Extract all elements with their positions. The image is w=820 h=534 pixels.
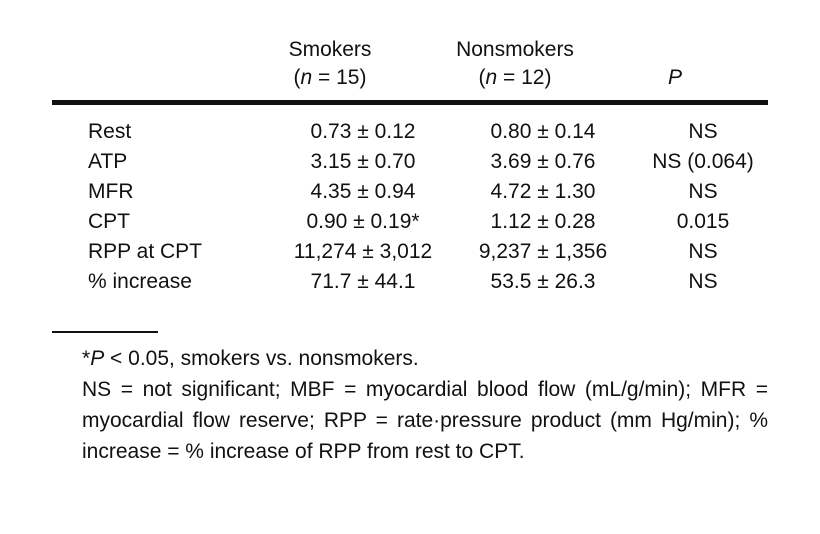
smokers-value: 3.15 ± 0.70: [310, 150, 416, 173]
header-nonsmokers: Nonsmokers (n = 12): [430, 36, 600, 92]
smokers-value: 11,274 ± 3,012: [293, 240, 433, 263]
row-label: RPP at CPT: [88, 240, 202, 263]
data-table: Rest 0.73 ± 0.12 0.80 ± 0.14 NS ATP 3.15 ± 0.…: [52, 117, 768, 297]
table-row: MFR 4.35 ± 0.94 4.72 ± 1.30 NS: [52, 177, 768, 207]
table-row: CPT 0.90 ± 0.19* 1.12 ± 0.28 0.015: [52, 207, 768, 237]
p-value: NS (0.064): [652, 150, 754, 173]
table-row: RPP at CPT 11,274 ± 3,012 9,237 ± 1,356 NS: [52, 237, 768, 267]
nonsmokers-value: 0.80 ± 0.14: [490, 120, 596, 143]
nonsmokers-value: 9,237 ± 1,356: [478, 240, 608, 263]
row-label: CPT: [88, 210, 130, 233]
smokers-value: 0.73 ± 0.12: [310, 120, 416, 143]
p-value: NS: [688, 180, 718, 203]
smokers-value: 4.35 ± 0.94: [310, 180, 416, 203]
footnote-rule: [52, 331, 158, 333]
smokers-value: 0.90 ± 0.19*: [306, 210, 420, 233]
header-p: P: [630, 64, 720, 92]
header-smokers-n: (n = 15): [293, 66, 367, 89]
row-label: MFR: [88, 180, 134, 203]
p-value: NS: [688, 120, 718, 143]
row-label: Rest: [88, 120, 132, 143]
table-row: % increase 71.7 ± 44.1 53.5 ± 26.3 NS: [52, 267, 768, 297]
p-value: NS: [688, 240, 718, 263]
nonsmokers-value: 53.5 ± 26.3: [490, 270, 596, 293]
header-smokers: Smokers (n = 15): [260, 36, 400, 92]
header-p-label: P: [667, 66, 682, 89]
header-smokers-label: Smokers: [288, 38, 372, 61]
footnote-abbreviations: NS = not significant; MBF = myocardial b…: [82, 378, 768, 463]
smokers-value: 71.7 ± 44.1: [310, 270, 416, 293]
nonsmokers-value: 1.12 ± 0.28: [490, 210, 596, 233]
footnotes: *P < 0.05, smokers vs. nonsmokers. NS = …: [52, 343, 768, 467]
header-rule: [52, 100, 768, 105]
nonsmokers-value: 3.69 ± 0.76: [490, 150, 596, 173]
row-label: ATP: [88, 150, 128, 173]
table-row: ATP 3.15 ± 0.70 3.69 ± 0.76 NS (0.064): [52, 147, 768, 177]
p-value: NS: [688, 270, 718, 293]
header-nonsmokers-n: (n = 12): [478, 66, 552, 89]
table-row: Rest 0.73 ± 0.12 0.80 ± 0.14 NS: [52, 117, 768, 147]
header-nonsmokers-label: Nonsmokers: [456, 38, 574, 61]
footnote-significance: *P < 0.05, smokers vs. nonsmokers.: [82, 347, 419, 370]
row-label: % increase: [88, 270, 192, 293]
nonsmokers-value: 4.72 ± 1.30: [490, 180, 596, 203]
p-value: 0.015: [676, 210, 730, 233]
